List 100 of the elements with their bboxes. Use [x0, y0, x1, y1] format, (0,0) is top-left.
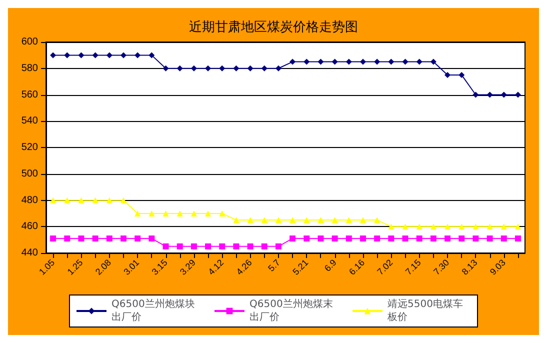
point [92, 197, 98, 204]
x-tick-label: 7.15 [403, 257, 423, 277]
x-tick-label: 6.16 [347, 257, 367, 277]
point [514, 224, 521, 230]
point [514, 235, 521, 242]
point [402, 235, 408, 242]
point [304, 217, 310, 224]
point [190, 210, 197, 216]
point [176, 210, 183, 216]
point [148, 52, 155, 58]
point [444, 224, 451, 230]
x-tick-label: 7.02 [375, 257, 395, 277]
point [64, 197, 70, 204]
point [134, 210, 141, 216]
point [92, 52, 98, 58]
point [388, 58, 394, 65]
point [500, 92, 507, 98]
point [374, 58, 380, 65]
point [134, 52, 141, 58]
point [304, 58, 310, 65]
point [500, 235, 507, 242]
y-tick-label: 540 [21, 116, 38, 127]
legend-label: Q6500兰州炮煤末出厂价 [250, 298, 333, 323]
y-tick-label: 520 [21, 142, 38, 153]
point [430, 58, 436, 65]
point [162, 243, 169, 250]
x-tick-label: 5.7 [266, 257, 282, 274]
point [275, 65, 282, 72]
point [233, 243, 240, 250]
y-tick-label: 460 [21, 221, 38, 232]
point [162, 65, 169, 72]
point [472, 92, 479, 98]
point [458, 72, 465, 78]
y-tick-label: 480 [21, 194, 38, 206]
point [148, 235, 155, 242]
y-tick-label: 600 [21, 36, 38, 48]
point [50, 197, 56, 204]
point [500, 224, 507, 230]
point [275, 243, 282, 250]
point [290, 235, 296, 242]
point [50, 235, 56, 242]
point [332, 58, 338, 65]
point [416, 58, 422, 65]
point [444, 235, 451, 242]
point [318, 235, 324, 242]
point [78, 235, 84, 242]
point [64, 235, 70, 242]
point [219, 210, 226, 216]
point [374, 235, 380, 242]
point [261, 243, 268, 250]
point [486, 235, 493, 242]
point [205, 243, 212, 250]
point [205, 65, 212, 72]
point [304, 235, 310, 242]
point [360, 235, 366, 242]
point [346, 217, 352, 224]
point [261, 217, 268, 224]
point [430, 235, 436, 242]
point [275, 217, 282, 224]
point [247, 217, 254, 224]
point [106, 235, 112, 242]
point [332, 235, 338, 242]
point [416, 235, 422, 242]
x-tick-label: 6.9 [322, 257, 338, 274]
point [176, 65, 183, 72]
x-tick-label: 9.03 [488, 257, 508, 277]
point [346, 58, 352, 65]
x-tick-label: 7.30 [432, 257, 452, 277]
x-tick-label: 4.12 [206, 257, 226, 277]
point [233, 65, 240, 72]
point [78, 197, 84, 204]
point [120, 197, 126, 204]
point [176, 243, 183, 250]
point [514, 92, 521, 98]
point [290, 217, 296, 224]
point [430, 224, 436, 230]
point [120, 235, 126, 242]
point [360, 58, 366, 65]
point [290, 58, 296, 65]
point [219, 65, 226, 72]
point [486, 92, 493, 98]
point [148, 210, 155, 216]
point [388, 224, 394, 230]
point [318, 217, 324, 224]
point [472, 235, 479, 242]
point [205, 210, 212, 216]
point [247, 65, 254, 72]
y-tick-label: 500 [21, 168, 38, 180]
point [106, 197, 112, 204]
point [486, 224, 493, 230]
x-tick-label: 3.01 [122, 257, 142, 277]
point [134, 235, 141, 242]
y-tick-label: 440 [21, 248, 38, 258]
point [50, 52, 56, 58]
point [190, 243, 197, 250]
point [247, 243, 254, 250]
legend-label: Q6500兰州炮煤块出厂价 [112, 298, 195, 323]
point [92, 235, 98, 242]
point [416, 224, 422, 230]
point [106, 52, 112, 58]
